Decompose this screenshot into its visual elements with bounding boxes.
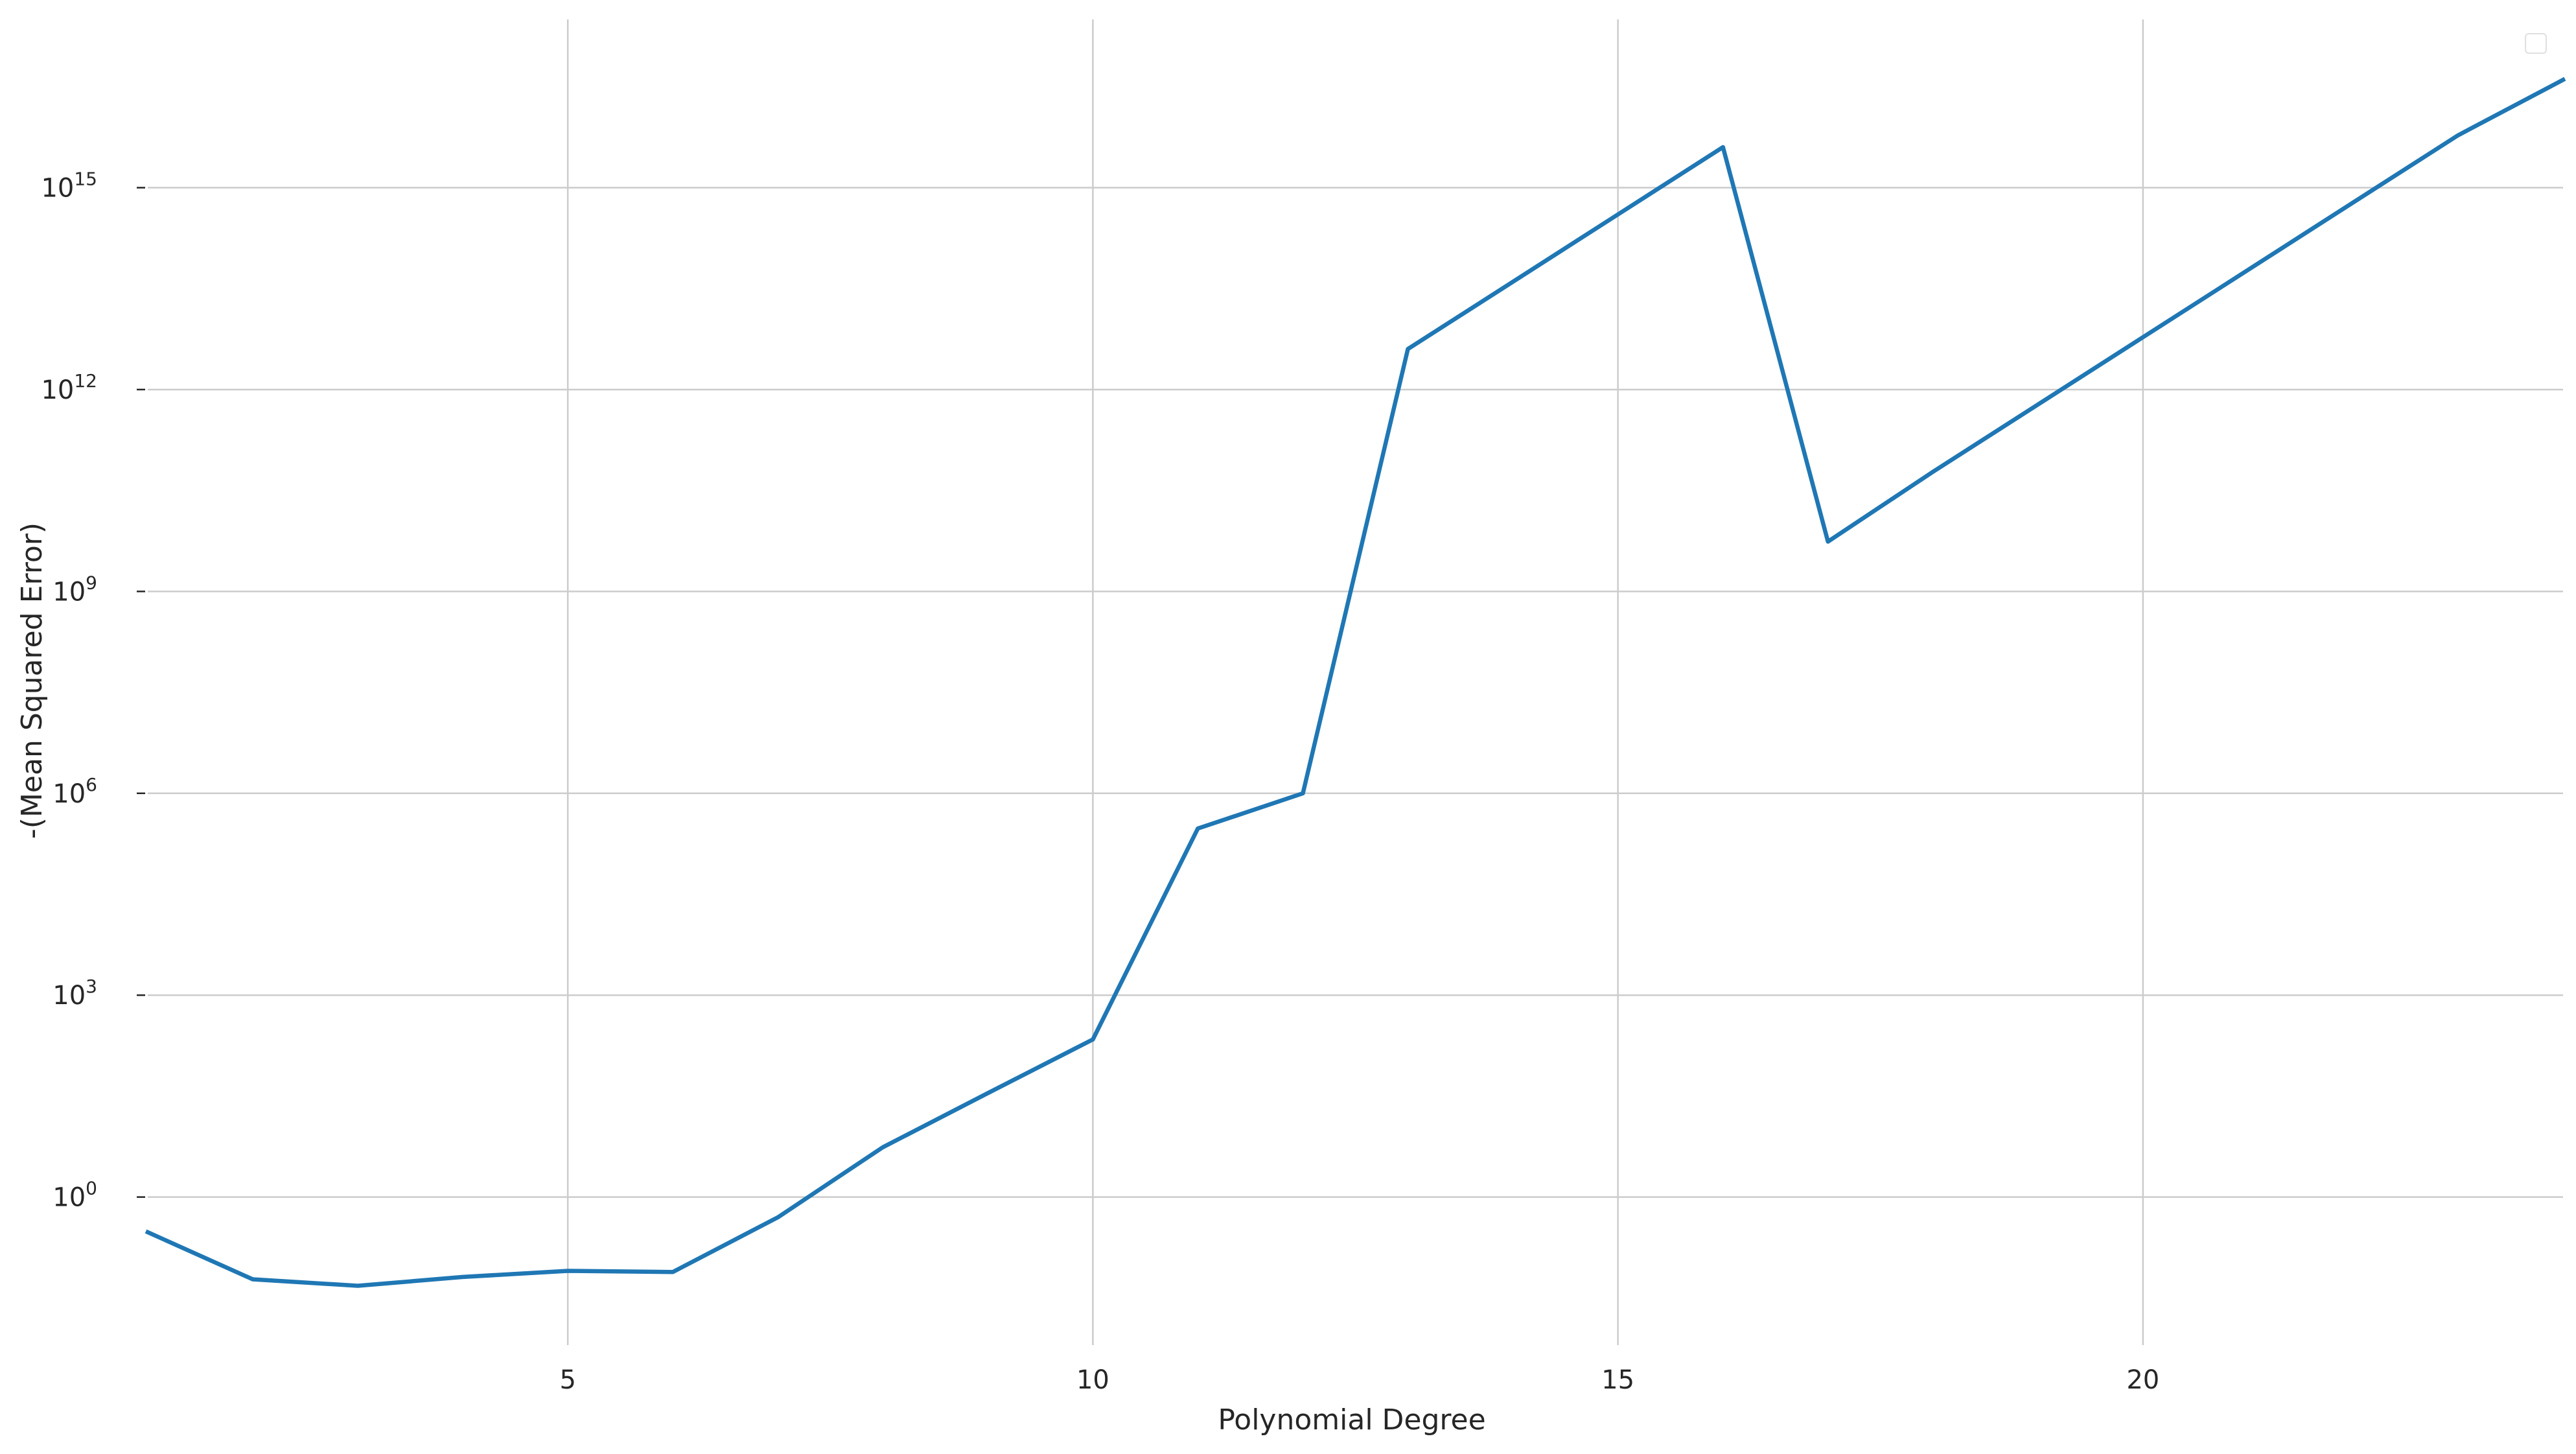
y-tick-exponent: 12 xyxy=(74,370,97,392)
series-line xyxy=(145,76,2566,1288)
y-tick-label: 106 xyxy=(52,774,97,809)
x-axis-label: Polynomial Degree xyxy=(1218,1403,1485,1436)
y-tick-exponent: 9 xyxy=(86,572,97,593)
y-tick-exponent: 3 xyxy=(86,976,97,997)
y-tick-base: 10 xyxy=(52,577,86,607)
y-tick-label: 1015 xyxy=(41,169,97,204)
x-gridlines xyxy=(566,19,2144,1345)
x-tick-label: 5 xyxy=(559,1365,575,1395)
y-tick-base: 10 xyxy=(52,1183,86,1213)
y-tick-base: 10 xyxy=(41,375,74,405)
y-tick-exponent: 6 xyxy=(86,774,97,795)
y-gridlines xyxy=(137,187,2563,1198)
series-group xyxy=(145,76,2566,1288)
x-tick-label: 15 xyxy=(1601,1365,1634,1395)
x-tick-label: 20 xyxy=(2126,1365,2159,1395)
y-tick-base: 10 xyxy=(41,174,74,204)
y-tick-base: 10 xyxy=(52,981,86,1011)
y-tick-base: 10 xyxy=(52,779,86,809)
y-tick-label: 103 xyxy=(52,976,97,1011)
y-tick-label: 1012 xyxy=(41,370,97,405)
y-tick-exponent: 15 xyxy=(74,169,97,190)
legend-box xyxy=(2525,33,2547,54)
x-tick-labels: 5 10 15 20 xyxy=(559,1365,2159,1395)
y-tick-label: 100 xyxy=(52,1178,97,1213)
x-tick-label: 10 xyxy=(1076,1365,1109,1395)
y-tick-exponent: 0 xyxy=(86,1178,97,1199)
y-tick-label: 109 xyxy=(52,572,97,607)
y-axis-label: -(Mean Squared Error) xyxy=(16,522,49,839)
